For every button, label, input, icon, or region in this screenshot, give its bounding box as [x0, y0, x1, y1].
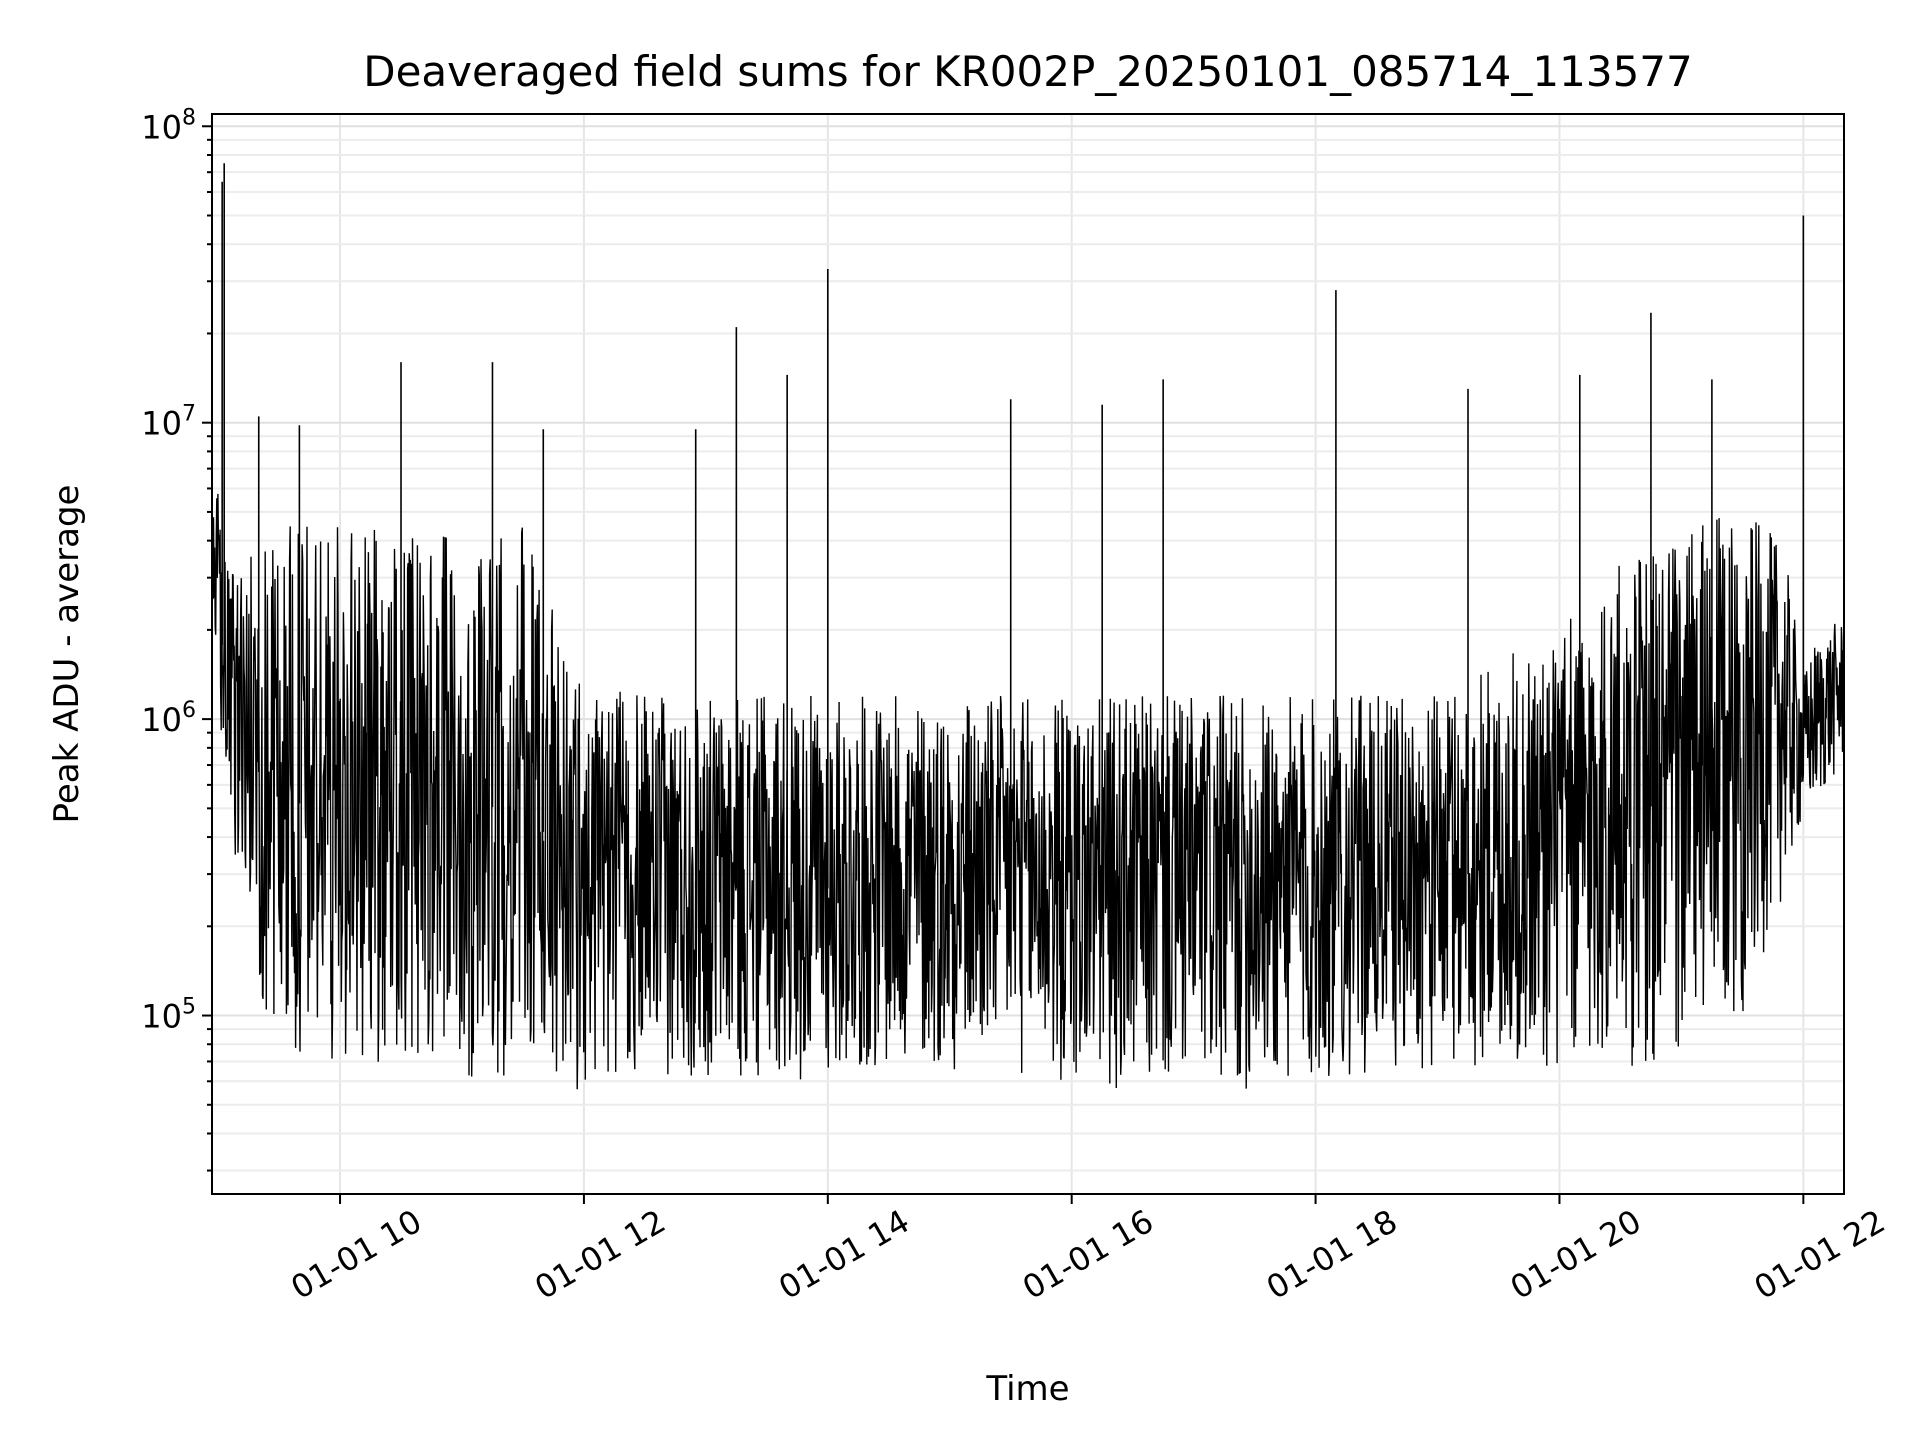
x-tick-label: 01-01 20 [1504, 1202, 1648, 1307]
y-tick-label: 105 [141, 995, 196, 1036]
y-tick-label: 108 [141, 105, 196, 146]
x-tick-label: 01-01 10 [284, 1202, 428, 1307]
plot-frame [211, 113, 1845, 1195]
x-tick-label: 01-01 14 [772, 1202, 916, 1307]
series-line [212, 493, 1844, 1090]
chart-title: Deaveraged field sums for KR002P_2025010… [363, 47, 1693, 96]
data-series [212, 163, 1844, 1090]
grid [212, 114, 1844, 1194]
y-axis-label: Peak ADU - average [47, 485, 87, 824]
x-tick-label: 01-01 12 [528, 1202, 672, 1307]
x-tick-label: 01-01 16 [1016, 1202, 1160, 1307]
y-tick-label: 106 [141, 698, 196, 739]
x-tick-label: 01-01 18 [1260, 1202, 1404, 1307]
x-tick-label: 01-01 22 [1748, 1202, 1892, 1307]
y-tick-label: 107 [141, 402, 196, 443]
x-axis-label: Time [985, 1369, 1069, 1409]
